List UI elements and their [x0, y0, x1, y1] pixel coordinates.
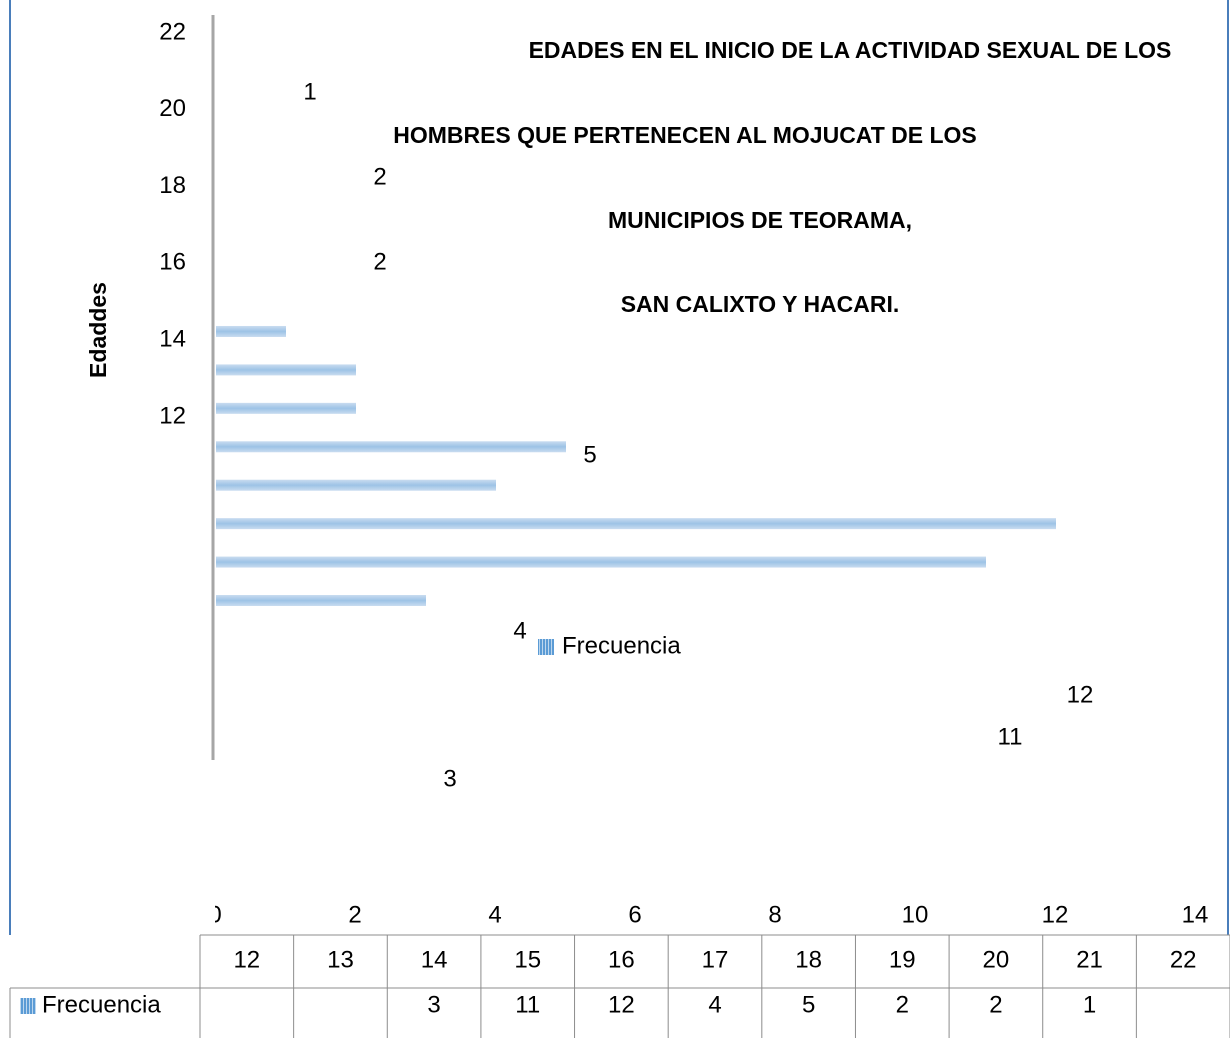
table-header: 21	[1076, 946, 1103, 973]
x-tick-label: 2	[348, 901, 361, 928]
table-header: 17	[702, 946, 729, 973]
bar	[216, 479, 496, 491]
x-tick-label: 14	[1182, 901, 1209, 928]
x-tick-label: 0	[208, 901, 221, 928]
data-label: 2	[373, 248, 386, 275]
table-header: 13	[327, 946, 354, 973]
x-tick-label: 4	[488, 901, 501, 928]
x-tick-label: 12	[1042, 901, 1069, 928]
chart-title: EDADES EN EL INICIO DE LA ACTIVIDAD SEXU…	[529, 37, 1172, 63]
table-header: 14	[421, 946, 448, 973]
data-label: 3	[443, 765, 456, 792]
bar	[216, 441, 566, 453]
table-header: 15	[514, 946, 541, 973]
bar	[216, 325, 286, 337]
table-header: 19	[889, 946, 916, 973]
y-tick-label: 20	[159, 95, 186, 122]
x-tick-label: 6	[628, 901, 641, 928]
legend-swatch	[20, 998, 36, 1014]
y-tick-label: 18	[159, 172, 186, 199]
bar	[216, 518, 1056, 530]
y-tick-label: 14	[159, 326, 186, 353]
y-tick-label: 22	[159, 18, 186, 45]
table-header: 16	[608, 946, 635, 973]
bar	[216, 402, 356, 414]
legend-swatch	[538, 639, 554, 655]
table-cell: 12	[608, 991, 635, 1018]
table-header: 20	[983, 946, 1010, 973]
table-header: 12	[233, 946, 260, 973]
data-label: 2	[373, 163, 386, 190]
x-tick-label: 10	[902, 901, 929, 928]
chart-title: SAN CALIXTO Y HACARI.	[621, 291, 900, 317]
chart-title: HOMBRES QUE PERTENECEN AL MOJUCAT DE LOS	[393, 122, 977, 148]
bar	[216, 556, 986, 568]
table-cell: 5	[802, 991, 815, 1018]
chart-title: MUNICIPIOS DE TEORAMA,	[608, 207, 912, 233]
x-tick-label: 8	[768, 901, 781, 928]
data-label: 1	[303, 78, 316, 105]
table-cell: 2	[896, 991, 909, 1018]
data-label: 12	[1067, 681, 1094, 708]
data-label: 11	[998, 723, 1023, 750]
table-cell: 2	[989, 991, 1002, 1018]
data-table: 12 13 14 3 15 11 16 12 17 4 18 5 19 2 20 2 21 1 22 Frecuenc…	[9, 934, 1230, 1038]
y-axis-title: Edaddes	[85, 282, 111, 378]
data-label: 5	[583, 441, 596, 468]
table-row-label: Frecuencia	[42, 991, 161, 1018]
x-ticks: 0 2 4 6 8 10 12 14	[208, 901, 1209, 928]
bar	[216, 595, 426, 606]
table-header: 18	[795, 946, 822, 973]
bar	[216, 364, 356, 376]
y-tick-label: 12	[159, 402, 186, 429]
table-cell: 4	[708, 991, 721, 1018]
table-cell: 11	[515, 991, 540, 1018]
table-cell: 1	[1083, 991, 1096, 1018]
table-cell: 3	[427, 991, 440, 1018]
legend-label: Frecuencia	[562, 632, 681, 659]
table-header: 22	[1170, 946, 1197, 973]
y-tick-label: 16	[159, 249, 186, 276]
data-label: 4	[513, 617, 526, 644]
